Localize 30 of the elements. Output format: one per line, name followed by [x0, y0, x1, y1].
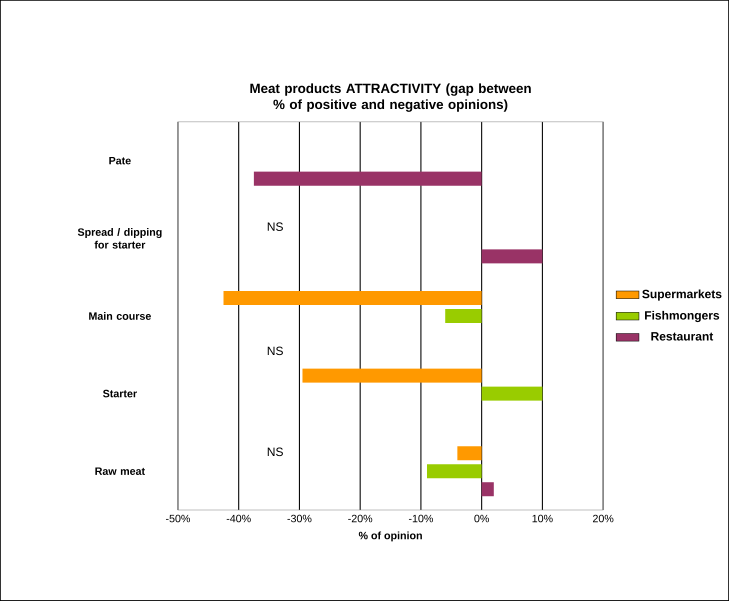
y-tick-label: Starter: [102, 390, 137, 398]
x-tick-label: 20%: [593, 514, 614, 522]
bar: [482, 249, 542, 264]
bar: [224, 290, 482, 305]
x-tick-label: -30%: [287, 514, 312, 522]
legend-label: Fishmongers: [645, 310, 720, 322]
bar: [457, 446, 482, 460]
y-tick-label: Spread / dipping for starter: [78, 228, 162, 249]
x-tick-label: 0%: [474, 514, 489, 522]
legend-label: Supermarkets: [642, 289, 722, 301]
bar: [426, 464, 482, 478]
bar: [445, 308, 482, 323]
chart-title: Meat products ATTRACTIVITY (gap between % of positive and negative opinions): [250, 83, 531, 112]
x-tick-label: -10%: [408, 514, 433, 522]
bar: [482, 386, 542, 401]
bar: [254, 172, 482, 186]
x-tick-label: -20%: [348, 514, 372, 522]
annotation: NS: [268, 448, 283, 456]
x-tick-label: -40%: [226, 514, 251, 522]
annotation: NS: [268, 346, 283, 356]
bar: [482, 482, 494, 496]
annotation: NS: [268, 222, 283, 231]
y-tick-label: Raw meat: [95, 468, 145, 475]
y-tick-label: Pate: [109, 156, 131, 164]
legend-label: Restaurant: [651, 332, 714, 341]
x-tick-label: -50%: [166, 514, 190, 522]
bar: [302, 368, 482, 383]
x-tick-label: 10%: [532, 514, 553, 522]
x-axis-title: % of opinion: [358, 531, 422, 542]
y-tick-label: Main course: [89, 312, 151, 320]
